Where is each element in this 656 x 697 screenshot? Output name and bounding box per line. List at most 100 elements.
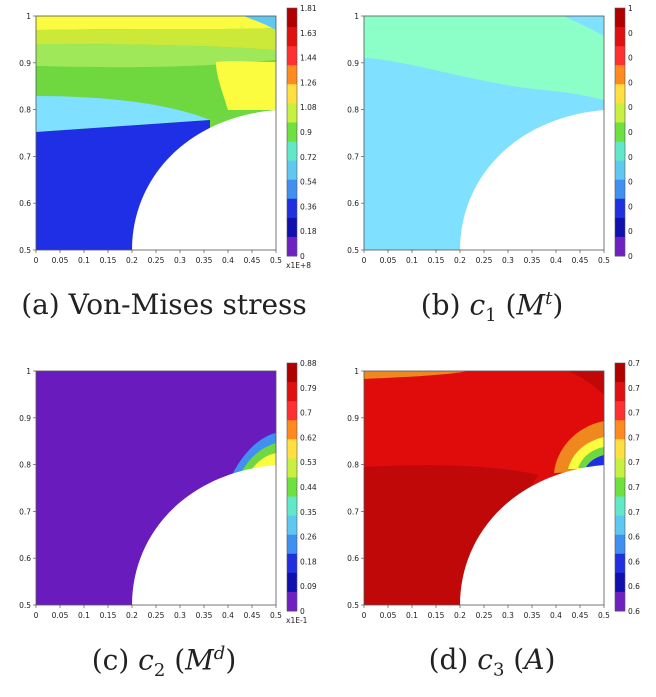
axis-ticks-b: 0 0.05 0.1 0.15 0.2 0.25 0.3 0.35 0.4 0.45 0.5 1 0.9… xyxy=(347,12,610,265)
region-a-hole xyxy=(132,110,276,250)
colorbar-band xyxy=(287,401,297,421)
colorbar-band xyxy=(615,439,625,459)
x-tick-label: 0.5 xyxy=(270,611,282,620)
colorbar-band xyxy=(615,363,625,383)
x-tick-label: 0.15 xyxy=(100,256,117,265)
colorbar-label: 0.6 xyxy=(628,557,640,566)
colorbar-band xyxy=(287,363,297,383)
x-tick-label: 0 xyxy=(362,611,367,620)
x-tick-label: 0.3 xyxy=(502,611,514,620)
colorbar-frame xyxy=(286,7,298,257)
colorbar-label: 0.26 xyxy=(300,533,317,542)
colorbar-label: 0.62 xyxy=(300,433,317,442)
x-tick-label: 0.05 xyxy=(380,256,397,265)
colorbar-label: 0 xyxy=(628,29,633,38)
x-tick-label: 0.35 xyxy=(524,611,541,620)
x-tick-label: 0.15 xyxy=(428,256,445,265)
colorbar-band xyxy=(615,27,625,47)
y-tick-label: 0.5 xyxy=(347,601,359,610)
colorbar-band xyxy=(287,420,297,440)
colorbar-band xyxy=(615,84,625,104)
colorbar-frame xyxy=(614,7,626,257)
colorbar-band xyxy=(615,591,625,612)
colorbar-band xyxy=(615,46,625,66)
y-tick-label: 0.5 xyxy=(19,601,31,610)
y-tick-label: 0.9 xyxy=(347,414,359,423)
colorbar-frame xyxy=(614,362,626,612)
x-tick-label: 0.3 xyxy=(174,611,186,620)
panel-d: 0 0.05 0.1 0.15 0.2 0.25 0.3 0.35 0.4 0.45 0.5 1 0.9… xyxy=(328,355,656,697)
x-tick-label: 0.5 xyxy=(598,256,610,265)
colorbar-band xyxy=(615,236,625,257)
x-tick-label: 0.2 xyxy=(454,256,466,265)
y-tick-label: 0.8 xyxy=(347,461,359,470)
colorbar-frame xyxy=(286,362,298,612)
region-d-hole xyxy=(460,465,604,605)
y-tick-label: 0.7 xyxy=(347,152,359,161)
colorbar-band xyxy=(615,122,625,143)
colorbar-label: 0.9 xyxy=(300,128,312,137)
panel-b: 0 0.05 0.1 0.15 0.2 0.25 0.3 0.35 0.4 0.45 0.5 1 0.9… xyxy=(328,0,656,342)
x-tick-label: 0.05 xyxy=(52,611,69,620)
colorbar-band xyxy=(287,382,297,402)
x-tick-label: 0.4 xyxy=(222,256,234,265)
colorbar-label: 0.88 xyxy=(300,359,317,368)
caption-b: (b) c1 (Mt) xyxy=(420,288,564,326)
region-d-blue xyxy=(586,455,604,467)
colorbar-band xyxy=(615,553,625,574)
colorbar-band xyxy=(287,439,297,459)
y-tick-label: 0.8 xyxy=(19,461,31,470)
region-a-corner-blue xyxy=(244,16,276,30)
region-a-top-yellow xyxy=(36,16,276,30)
panel-a: 0 0.05 0.1 0.15 0.2 0.25 0.3 0.35 0.4 0.45 0.5 1 0.9… xyxy=(0,0,328,342)
region-b-mint xyxy=(364,16,604,100)
x-tick-label: 0.25 xyxy=(476,256,493,265)
colorbar-label: 0.18 xyxy=(300,227,317,236)
colorbar-label: 1.63 xyxy=(300,29,317,38)
colorbar-label: 0 xyxy=(300,607,305,616)
colorbar-label: 0.79 xyxy=(300,384,317,393)
x-tick-label: 0.2 xyxy=(454,611,466,620)
colorbar-d: 0.7 0.7 0.7 0.7 0.7 0.7 0.7 0.6 0.6 0.6 0.6 xyxy=(614,359,640,616)
colorbar-band xyxy=(287,458,297,478)
y-tick-label: 0.7 xyxy=(347,507,359,516)
y-tick-label: 1 xyxy=(354,367,359,376)
x-tick-label: 0.25 xyxy=(476,611,493,620)
y-tick-label: 0.5 xyxy=(347,246,359,255)
colorbar-label: 0.35 xyxy=(300,508,317,517)
colorbar-label: 0.18 xyxy=(300,557,317,566)
x-tick-label: 0.5 xyxy=(270,256,282,265)
x-tick-label: 0.5 xyxy=(598,611,610,620)
colorbar-label: 0.7 xyxy=(300,409,312,418)
x-tick-label: 0.1 xyxy=(78,611,90,620)
colorbar-label: 1.26 xyxy=(300,78,317,87)
y-tick-label: 0.8 xyxy=(19,106,31,115)
x-tick-label: 0.25 xyxy=(148,611,165,620)
colorbar-label: 0.7 xyxy=(628,483,640,492)
colorbar-label: 0 xyxy=(628,54,633,63)
colorbar-band xyxy=(615,534,625,555)
colorbar-band xyxy=(287,553,297,574)
x-tick-label: 0.45 xyxy=(572,256,589,265)
x-tick-label: 0.35 xyxy=(196,611,213,620)
x-tick-label: 0.35 xyxy=(524,256,541,265)
colorbar-band xyxy=(287,179,297,200)
x-tick-label: 0.3 xyxy=(502,256,514,265)
y-tick-label: 0.8 xyxy=(347,106,359,115)
y-tick-label: 1 xyxy=(26,367,31,376)
colorbar-band xyxy=(287,572,297,593)
plot-d: 0 0.05 0.1 0.15 0.2 0.25 0.3 0.35 0.4 0.45 0.5 1 0.9… xyxy=(347,359,640,620)
x-tick-label: 0.4 xyxy=(550,611,562,620)
x-tick-label: 0 xyxy=(34,256,39,265)
x-tick-label: 0 xyxy=(34,611,39,620)
colorbar-band xyxy=(287,160,297,181)
colorbar-band xyxy=(287,8,297,28)
y-tick-label: 0.6 xyxy=(347,199,359,208)
colorbar-band xyxy=(615,103,625,123)
axis-ticks-a: 0 0.05 0.1 0.15 0.2 0.25 0.3 0.35 0.4 0.45 0.5 1 0.9… xyxy=(19,12,282,265)
x-tick-label: 0.05 xyxy=(380,611,397,620)
x-tick-label: 0.05 xyxy=(52,256,69,265)
colorbar-band xyxy=(615,141,625,162)
colorbar-a: 1.81 1.63 1.44 1.26 1.08 0.9 0.72 0.54 0.36 0.18 0… xyxy=(286,4,317,270)
caption-c: (c) c2 (Md) xyxy=(91,643,237,681)
